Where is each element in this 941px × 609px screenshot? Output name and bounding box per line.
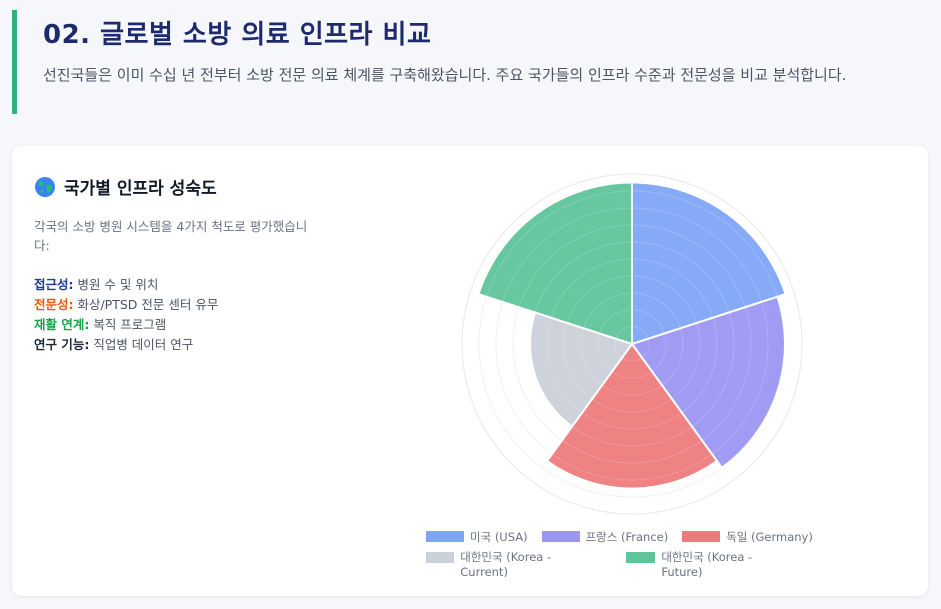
legend-row-1: 미국 (USA) 프랑스 (France) 독일 (Germany) — [426, 526, 846, 548]
legend-item-germany[interactable]: 독일 (Germany) — [682, 529, 813, 545]
grid-ring-overlay — [546, 258, 718, 430]
polar-slice-4[interactable] — [477, 181, 633, 346]
polar-slice-0[interactable] — [631, 181, 787, 346]
metric-value: 화상/PTSD 전문 센터 유무 — [73, 297, 219, 312]
polar-area-chart — [432, 160, 812, 530]
card-description: 각국의 소방 병원 시스템을 4가지 척도로 평가했습니다: — [34, 219, 308, 253]
polar-chart-svg — [461, 173, 803, 515]
grid-ring-overlay — [512, 224, 752, 464]
legend-item-korea-future[interactable]: 대한민국 (Korea - Future) — [626, 550, 766, 590]
page-subtitle: 선진국들은 이미 수십 년 전부터 소방 전문 의료 체계를 구축해왔습니다. … — [43, 66, 847, 84]
legend-label: 독일 (Germany) — [726, 530, 813, 544]
metric-value: 복직 프로그램 — [89, 317, 167, 332]
grid-ring-overlay — [495, 207, 769, 481]
metric-item: 전문성: 화상/PTSD 전문 센터 유무 — [34, 295, 324, 315]
metric-key: 전문성: — [34, 297, 74, 312]
legend-swatch — [541, 531, 580, 542]
polar-slice-1[interactable] — [630, 295, 786, 470]
metric-value: 병원 수 및 위치 — [73, 277, 159, 292]
metric-item: 접근성: 병원 수 및 위치 — [34, 275, 324, 295]
grid-ring — [461, 173, 803, 515]
legend-item-korea-current[interactable]: 대한민국 (Korea - Current) — [426, 550, 566, 590]
legend-label: 대한민국 (Korea - Current) — [460, 550, 552, 579]
section-header: 02. 글로벌 소방 의료 인프라 비교 선진국들은 이미 수십 년 전부터 소… — [12, 10, 922, 114]
legend-item-usa[interactable]: 미국 (USA) — [426, 529, 528, 545]
page-title: 02. 글로벌 소방 의료 인프라 비교 — [43, 20, 432, 50]
chart-legend: 미국 (USA) 프랑스 (France) 독일 (Germany) 대한민국 … — [426, 526, 846, 590]
card-title: 국가별 인프라 성숙도 — [64, 179, 217, 199]
grid-ring-overlay — [529, 241, 735, 447]
legend-label: 미국 (USA) — [470, 530, 528, 544]
infrastructure-card: 국가별 인프라 성숙도 각국의 소방 병원 시스템을 4가지 척도로 평가했습니… — [12, 146, 928, 596]
metric-item: 연구 기능: 직업병 데이터 연구 — [34, 335, 324, 355]
polar-slice-3[interactable] — [529, 311, 634, 428]
card-title-row: 국가별 인프라 성숙도 — [34, 174, 324, 199]
globe-icon — [35, 176, 55, 197]
grid-ring-overlay — [563, 275, 701, 413]
legend-item-france[interactable]: 프랑스 (France) — [541, 529, 669, 545]
grid-ring-overlay — [478, 190, 786, 498]
grid-ring-overlay — [597, 309, 667, 379]
legend-swatch — [426, 531, 464, 542]
grid-ring-overlay — [614, 326, 650, 362]
legend-swatch — [426, 552, 455, 563]
legend-swatch — [682, 531, 721, 542]
legend-label: 프랑스 (France) — [585, 530, 669, 544]
polar-slice-2[interactable] — [545, 342, 719, 490]
metric-item: 재활 연계: 복직 프로그램 — [34, 315, 324, 335]
metric-key: 재활 연계: — [34, 317, 90, 332]
metric-key: 접근성: — [34, 277, 74, 292]
card-info: 국가별 인프라 성숙도 각국의 소방 병원 시스템을 4가지 척도로 평가했습니… — [34, 174, 324, 355]
legend-label: 대한민국 (Korea - Future) — [661, 550, 753, 579]
legend-row-2: 대한민국 (Korea - Current) 대한민국 (Korea - Fut… — [426, 550, 846, 590]
legend-swatch — [626, 552, 656, 563]
metric-key: 연구 기능: — [34, 337, 90, 352]
metric-value: 직업병 데이터 연구 — [89, 337, 194, 352]
grid-ring-overlay — [580, 292, 684, 396]
metric-list: 접근성: 병원 수 및 위치 전문성: 화상/PTSD 전문 센터 유무 재활 … — [34, 275, 324, 355]
